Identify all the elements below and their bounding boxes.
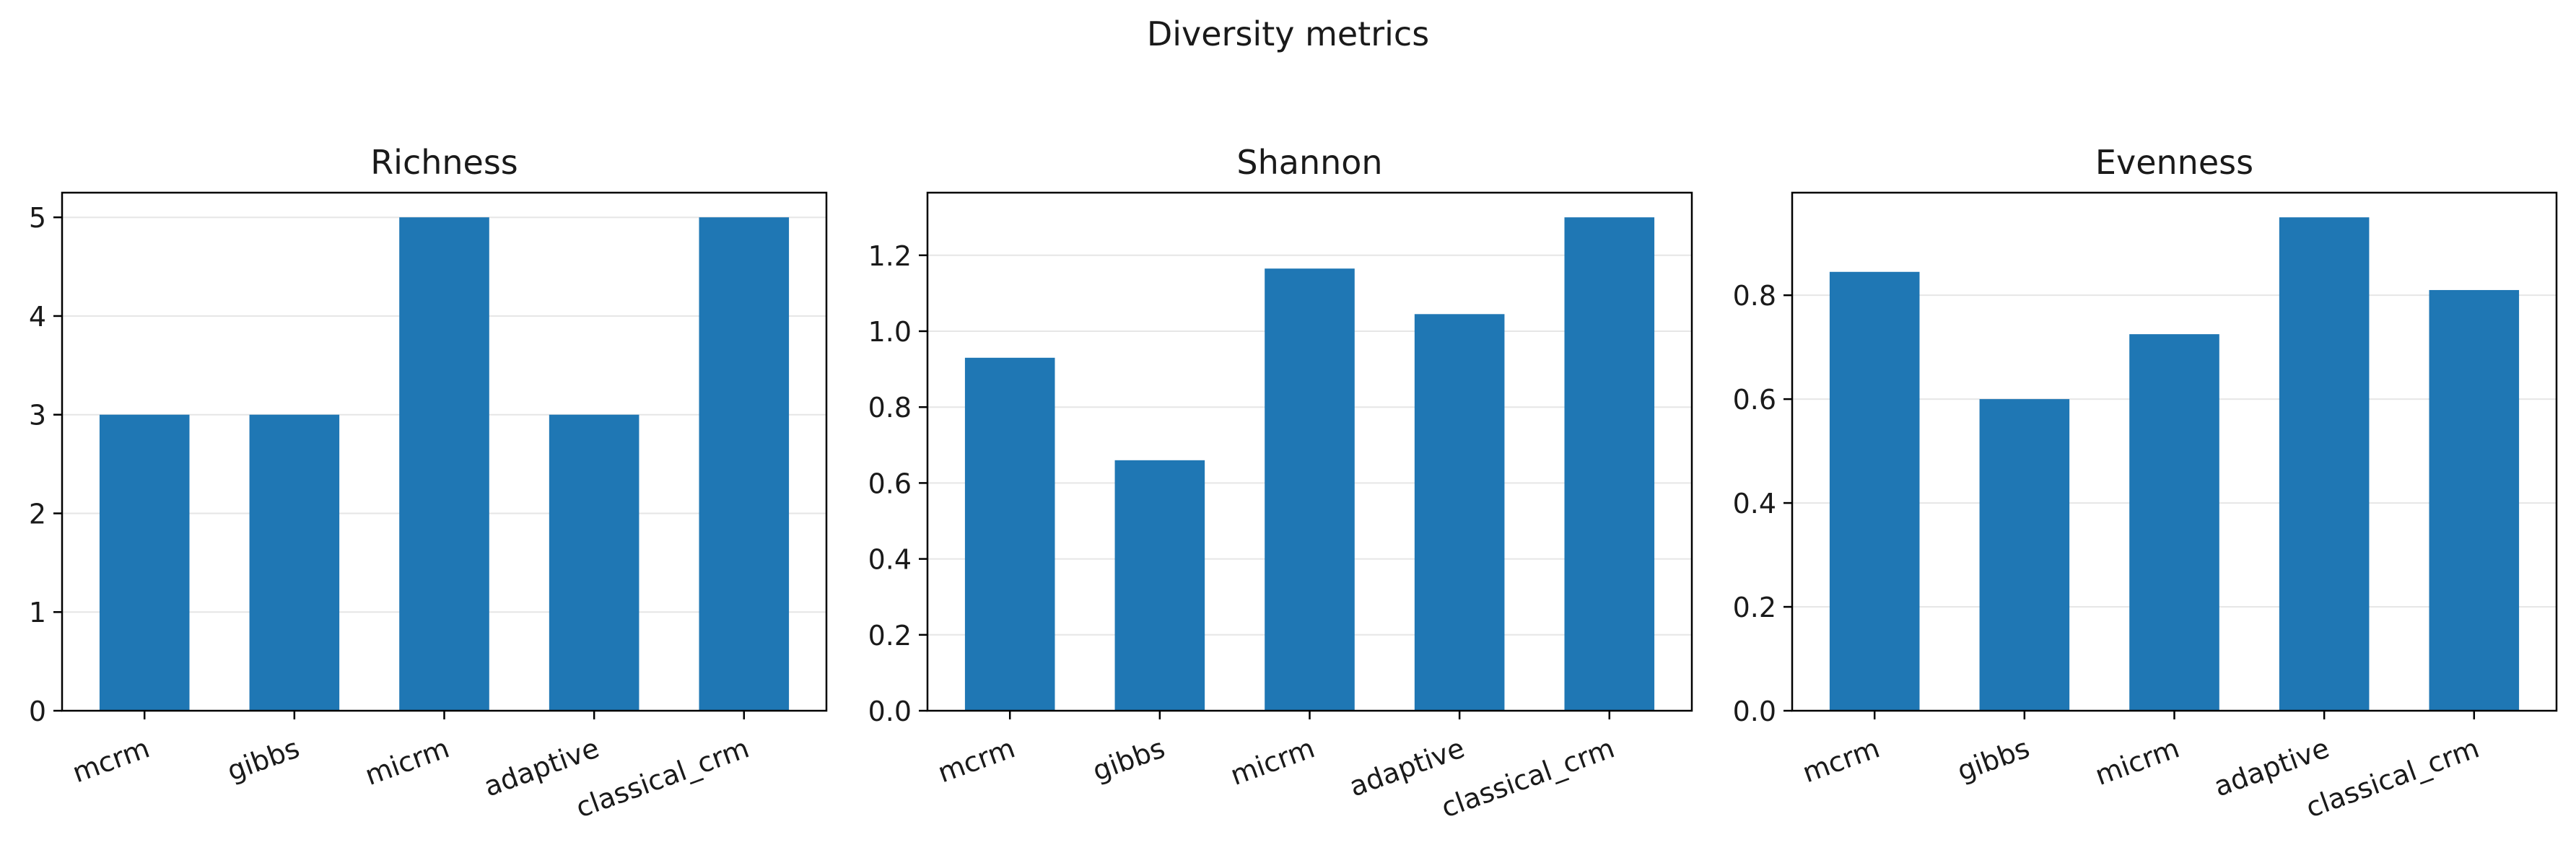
bar-shannon-classical-crm xyxy=(1564,217,1655,711)
bar-evenness-adaptive xyxy=(2279,217,2370,711)
xtick-label-shannon-micrm: micrm xyxy=(1226,732,1319,792)
bar-shannon-adaptive xyxy=(1414,314,1505,711)
xtick-label-shannon-mcrm: mcrm xyxy=(934,732,1019,789)
ytick-label-shannon-6: 1.2 xyxy=(868,240,912,272)
bar-richness-gibbs xyxy=(249,414,340,711)
bar-richness-mcrm xyxy=(99,414,190,711)
ytick-label-shannon-0: 0.0 xyxy=(868,696,912,727)
ytick-label-richness-3: 3 xyxy=(29,400,46,431)
bar-richness-adaptive xyxy=(549,414,639,711)
panel-title-evenness: Evenness xyxy=(2095,143,2253,182)
xtick-label-richness-mcrm: mcrm xyxy=(69,732,154,789)
panel-title-shannon: Shannon xyxy=(1236,143,1382,182)
ytick-label-evenness-0: 0.0 xyxy=(1733,696,1776,727)
bar-richness-micrm xyxy=(399,217,489,711)
xtick-label-richness-micrm: micrm xyxy=(361,732,453,792)
ytick-label-evenness-3: 0.6 xyxy=(1733,384,1776,416)
panel-shannon: Shannon 0.0 0.2 0.4 0.6 0.8 1.0 1.2 mcrm gibbs mic… xyxy=(868,143,1693,824)
xtick-label-evenness-classical-crm: classical_crm xyxy=(2302,732,2483,823)
xtick-label-evenness-micrm: micrm xyxy=(2091,732,2183,792)
ytick-label-shannon-2: 0.4 xyxy=(868,544,912,576)
xtick-label-shannon-classical-crm: classical_crm xyxy=(1437,732,1618,823)
ytick-label-evenness-1: 0.2 xyxy=(1733,592,1776,623)
xtick-label-richness-gibbs: gibbs xyxy=(223,732,304,787)
bar-shannon-micrm xyxy=(1265,268,1355,711)
bar-richness-classical-crm xyxy=(699,217,790,711)
ytick-label-shannon-1: 0.2 xyxy=(868,620,912,652)
ytick-label-evenness-2: 0.4 xyxy=(1733,488,1776,520)
xtick-label-shannon-gibbs: gibbs xyxy=(1088,732,1169,787)
panel-title-richness: Richness xyxy=(370,143,518,182)
bar-evenness-classical-crm xyxy=(2429,289,2520,711)
bar-evenness-mcrm xyxy=(1829,271,1920,711)
xtick-label-evenness-gibbs: gibbs xyxy=(1953,732,2034,787)
ytick-label-richness-0: 0 xyxy=(29,696,46,727)
ytick-label-shannon-3: 0.6 xyxy=(868,468,912,499)
bar-shannon-gibbs xyxy=(1114,460,1205,711)
bar-shannon-mcrm xyxy=(964,357,1055,711)
xtick-label-evenness-mcrm: mcrm xyxy=(1799,732,1884,789)
ytick-label-richness-2: 2 xyxy=(29,498,46,530)
ytick-label-richness-1: 1 xyxy=(29,597,46,628)
ytick-label-shannon-4: 0.8 xyxy=(868,392,912,424)
ytick-label-shannon-5: 1.0 xyxy=(868,316,912,348)
ytick-label-evenness-4: 0.8 xyxy=(1733,280,1776,312)
bar-evenness-gibbs xyxy=(1979,399,2070,711)
xtick-label-richness-classical-crm: classical_crm xyxy=(572,732,753,823)
ytick-label-richness-5: 5 xyxy=(29,202,46,234)
figure-title: Diversity metrics xyxy=(1146,14,1430,53)
ytick-label-richness-4: 4 xyxy=(29,301,46,333)
bar-evenness-micrm xyxy=(2129,334,2219,711)
